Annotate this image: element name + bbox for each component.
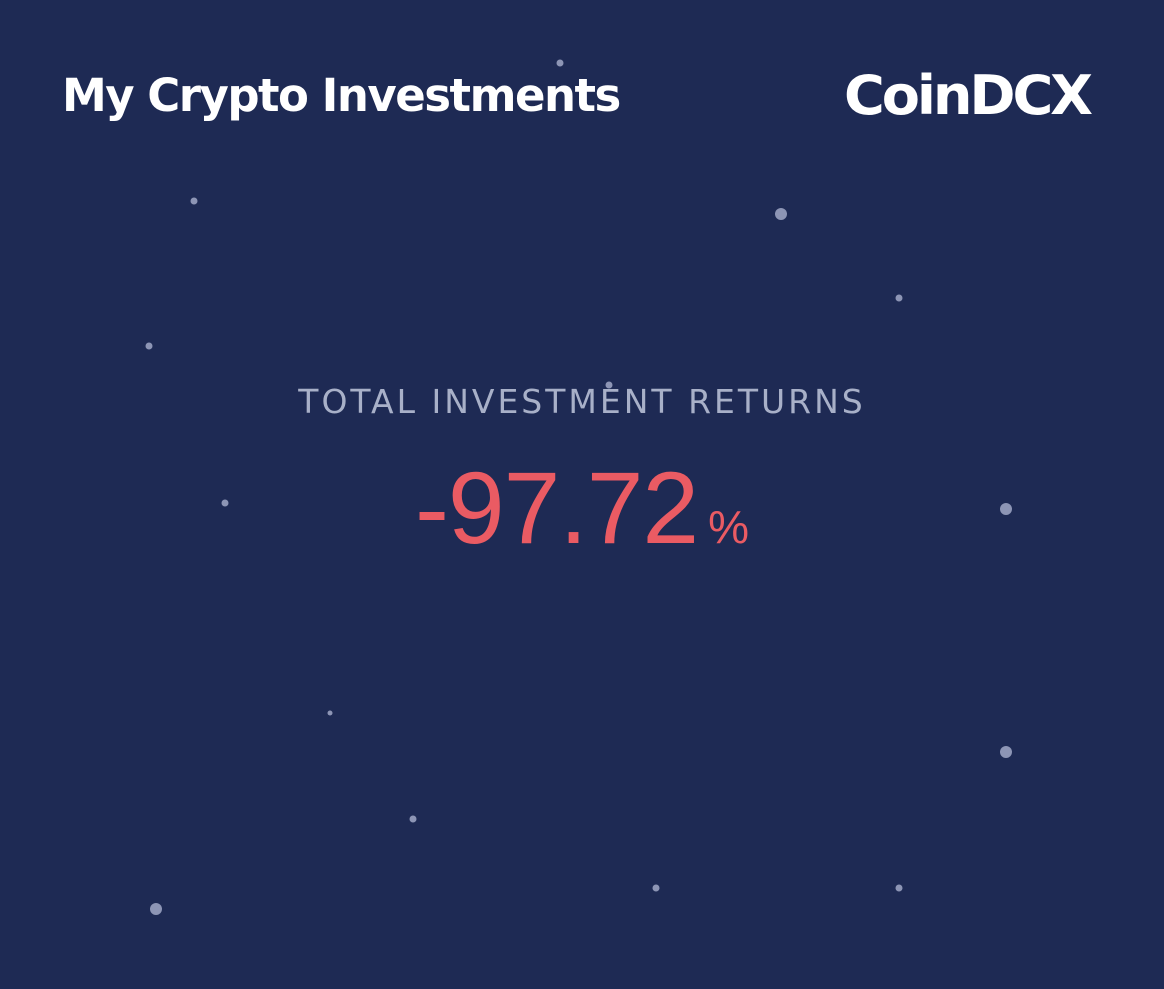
coindcx-logo: CoinDCX (844, 64, 1092, 126)
star-dot (409, 815, 417, 823)
returns-display: -97.72% (0, 448, 1164, 599)
returns-value: -97.72 (414, 451, 699, 565)
star-dot (895, 884, 903, 892)
brand-logo-text: CoinDCX (844, 64, 1092, 126)
returns-label: TOTAL INVESTMENT RETURNS (298, 382, 866, 421)
star-dot (652, 884, 660, 892)
star-dot (150, 903, 162, 915)
star-dot (895, 294, 903, 302)
returns-unit: % (708, 501, 750, 553)
star-dot (775, 208, 787, 220)
page-title: My Crypto Investments (62, 69, 621, 122)
star-dot (190, 197, 198, 205)
star-dot (1000, 746, 1012, 758)
star-dot (145, 342, 153, 350)
star-dot (327, 710, 333, 716)
